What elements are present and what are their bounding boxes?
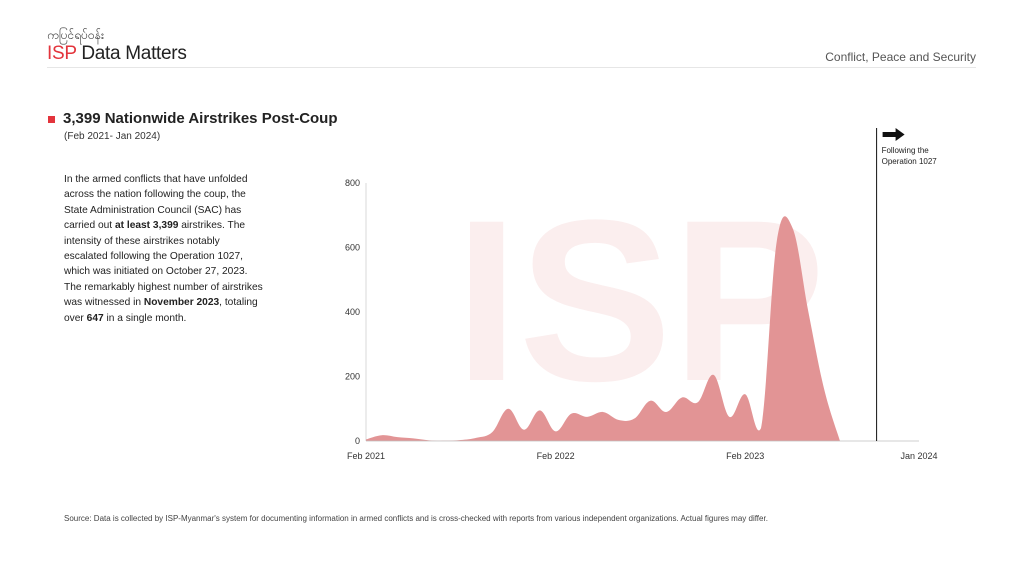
y-tick-label: 800	[345, 178, 360, 188]
annotation-label-1: Following the	[882, 146, 930, 155]
arrow-right-icon-body	[882, 132, 897, 137]
source-note: Source: Data is collected by ISP-Myanmar…	[64, 514, 768, 523]
x-tick-label: Feb 2021	[347, 451, 385, 461]
desc-bold-2: November 2023	[143, 297, 220, 309]
header-divider	[47, 67, 976, 68]
isp-watermark: ISP	[455, 172, 826, 429]
annotation-label-2: Operation 1027	[882, 157, 938, 166]
page-subtitle: (Feb 2021- Jan 2024)	[64, 131, 161, 142]
brand-logo[interactable]: ISP Data Matters	[47, 43, 187, 65]
y-tick-label: 200	[345, 372, 360, 382]
brand-isp: ISP	[47, 43, 77, 64]
title-marker	[48, 116, 55, 123]
brand-data-matters: Data Matters	[76, 43, 187, 64]
header: ကပြင်ရပ်ဝန်း ISP Data Matters Conflict, …	[0, 0, 1024, 68]
desc-text-4: in a single month.	[103, 312, 187, 324]
area-layer	[366, 216, 840, 441]
desc-text-2: airstrikes. The intensity of these airst…	[64, 220, 263, 309]
desc-bold-1: at least 3,399	[114, 220, 179, 232]
brand-myanmar-text: ကပြင်ရပ်ဝန်း	[47, 28, 104, 42]
y-tick-label: 400	[345, 307, 360, 317]
x-axis: Feb 2021 Feb 2022 Feb 2023 Jan 2024	[347, 440, 938, 461]
desc-text-1: In the armed conflicts that have unfolde…	[64, 174, 248, 232]
section-label: Conflict, Peace and Security	[825, 50, 976, 64]
arrow-right-icon	[895, 128, 905, 141]
y-tick-label: 0	[355, 436, 360, 446]
page-title: 3,399 Nationwide Airstrikes Post-Coup	[63, 110, 338, 127]
watermark-text: ISP	[455, 172, 826, 429]
desc-bold-3: 647	[86, 312, 104, 324]
desc-text-3: , totaling over	[64, 297, 258, 324]
y-tick-label: 600	[345, 243, 360, 253]
y-axis: 0 200 400 600 800	[345, 178, 367, 446]
description: In the armed conflicts that have unfolde…	[64, 172, 264, 326]
x-tick-label: Jan 2024	[900, 451, 937, 461]
operation-1027-annotation: Following the Operation 1027	[876, 128, 938, 441]
x-tick-label: Feb 2023	[726, 451, 764, 461]
x-tick-label: Feb 2022	[537, 451, 575, 461]
airstrikes-area	[366, 216, 840, 441]
